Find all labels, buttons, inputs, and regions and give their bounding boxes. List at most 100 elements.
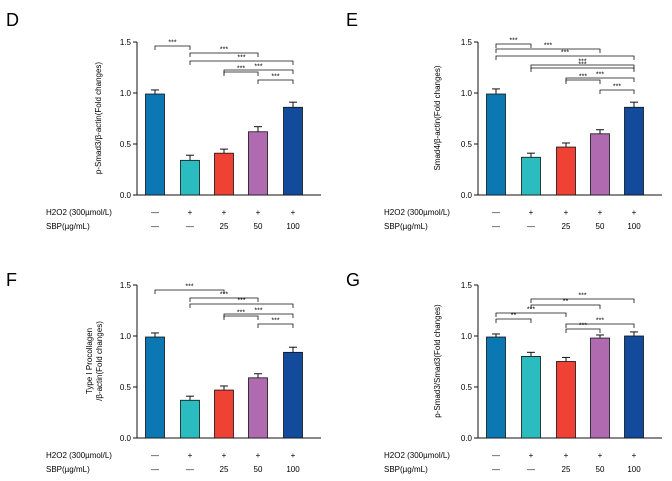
significance-label: *** xyxy=(596,318,604,325)
significance-label: *** xyxy=(579,74,587,81)
significance-bracket xyxy=(223,71,259,76)
treatment-value: — xyxy=(151,222,159,231)
treatment-value: — xyxy=(492,451,500,460)
significance-label: *** xyxy=(579,323,587,330)
significance-label: *** xyxy=(509,38,517,45)
treatment-label: SBP(µg/mL) xyxy=(384,465,428,474)
treatment-value: + xyxy=(222,451,227,460)
bar-3 xyxy=(214,152,234,196)
significance-label: *** xyxy=(613,84,621,91)
significance-label: *** xyxy=(578,59,586,66)
y-tick-label: 0.5 xyxy=(120,383,132,392)
treatment-value: + xyxy=(564,451,569,460)
treatment-value: + xyxy=(529,451,534,460)
significance-label: *** xyxy=(237,310,245,317)
treatment-value: 25 xyxy=(220,465,229,474)
bar-4 xyxy=(248,377,268,439)
treatment-label: H2O2 (300µmol/L) xyxy=(46,451,112,460)
bar-5 xyxy=(624,106,644,196)
significance-bracket xyxy=(257,323,294,328)
significance-bracket xyxy=(154,45,191,50)
significance-label: *** xyxy=(578,293,586,300)
significance-bracket xyxy=(565,323,635,328)
significance-bracket xyxy=(530,67,635,72)
significance-label: *** xyxy=(596,72,604,79)
significance-bracket xyxy=(530,304,601,309)
treatment-value: — xyxy=(151,465,159,474)
bar-1 xyxy=(486,336,506,439)
treatment-value: 100 xyxy=(286,222,300,231)
significance-label: *** xyxy=(527,307,535,314)
panel-letter: G xyxy=(346,270,360,290)
bar-4 xyxy=(590,337,610,439)
treatment-value: — xyxy=(492,465,500,474)
significance-label: ** xyxy=(511,313,517,320)
significance-bracket xyxy=(495,43,532,48)
bar-2 xyxy=(180,159,200,196)
y-axis-label: p-Smad3/β-actin(Fold changes) xyxy=(94,62,103,175)
treatment-value: + xyxy=(564,208,569,217)
y-tick-label: 1.0 xyxy=(461,332,473,341)
significance-label: *** xyxy=(168,40,176,47)
bar-1 xyxy=(145,93,165,196)
treatment-label: SBP(µg/mL) xyxy=(384,222,428,231)
significance-bracket xyxy=(495,318,532,323)
chart-panel-g: G 0.0 0.5 1.0 1.5 p-Smad3/Smad3(Fold changes)… xyxy=(346,270,662,474)
bar-5 xyxy=(624,335,644,439)
panel-letter: E xyxy=(346,10,358,30)
significance-label: ** xyxy=(563,299,569,306)
bar-2 xyxy=(521,355,541,439)
treatment-value: + xyxy=(632,208,637,217)
significance-label: *** xyxy=(561,50,569,57)
treatment-value: 100 xyxy=(627,465,641,474)
treatment-value: + xyxy=(632,451,637,460)
treatment-value: + xyxy=(188,451,193,460)
y-tick-label: 0.0 xyxy=(461,191,473,200)
significance-bracket xyxy=(189,303,294,308)
treatment-label: H2O2 (300µmol/L) xyxy=(384,208,450,217)
treatment-value: + xyxy=(188,208,193,217)
significance-bracket xyxy=(495,55,635,60)
significance-label: *** xyxy=(254,308,262,315)
significance-bracket xyxy=(495,48,601,53)
y-tick-label: 1.5 xyxy=(120,281,132,290)
significance-label: *** xyxy=(185,284,193,291)
significance-bracket xyxy=(257,79,294,84)
treatment-value: + xyxy=(529,208,534,217)
treatment-value: — xyxy=(186,465,194,474)
bar-4 xyxy=(590,133,610,196)
significance-bracket xyxy=(530,298,635,303)
significance-label: *** xyxy=(237,298,245,305)
significance-label: *** xyxy=(237,66,245,73)
treatment-value: 25 xyxy=(562,222,571,231)
significance-label: *** xyxy=(237,55,245,62)
treatment-value: 50 xyxy=(254,222,263,231)
treatment-value: + xyxy=(291,208,296,217)
treatment-value: — xyxy=(492,208,500,217)
treatment-value: + xyxy=(598,451,603,460)
treatment-label: SBP(µg/mL) xyxy=(46,465,90,474)
treatment-value: — xyxy=(151,208,159,217)
y-tick-label: 0.5 xyxy=(120,140,132,149)
significance-bracket xyxy=(565,328,601,333)
bar-3 xyxy=(214,389,234,439)
significance-label: *** xyxy=(271,318,279,325)
significance-bracket xyxy=(565,79,601,84)
panel-letter: D xyxy=(6,10,19,30)
y-tick-label: 0.0 xyxy=(120,191,132,200)
treatment-value: + xyxy=(598,208,603,217)
significance-bracket xyxy=(495,312,567,317)
significance-bracket xyxy=(223,315,259,320)
bar-1 xyxy=(486,93,506,196)
bar-2 xyxy=(180,399,200,439)
treatment-label: H2O2 (300µmol/L) xyxy=(384,451,450,460)
treatment-value: 50 xyxy=(596,465,605,474)
bar-4 xyxy=(248,131,268,196)
y-axis-label: p-Smad3/Smad3(Fold changes) xyxy=(433,304,442,418)
significance-bracket xyxy=(154,289,225,294)
y-tick-label: 1.0 xyxy=(120,332,132,341)
significance-label: *** xyxy=(220,292,228,299)
y-axis-label: Type I Procollagen xyxy=(85,328,94,394)
bar-5 xyxy=(283,351,303,439)
significance-label: *** xyxy=(578,62,586,69)
